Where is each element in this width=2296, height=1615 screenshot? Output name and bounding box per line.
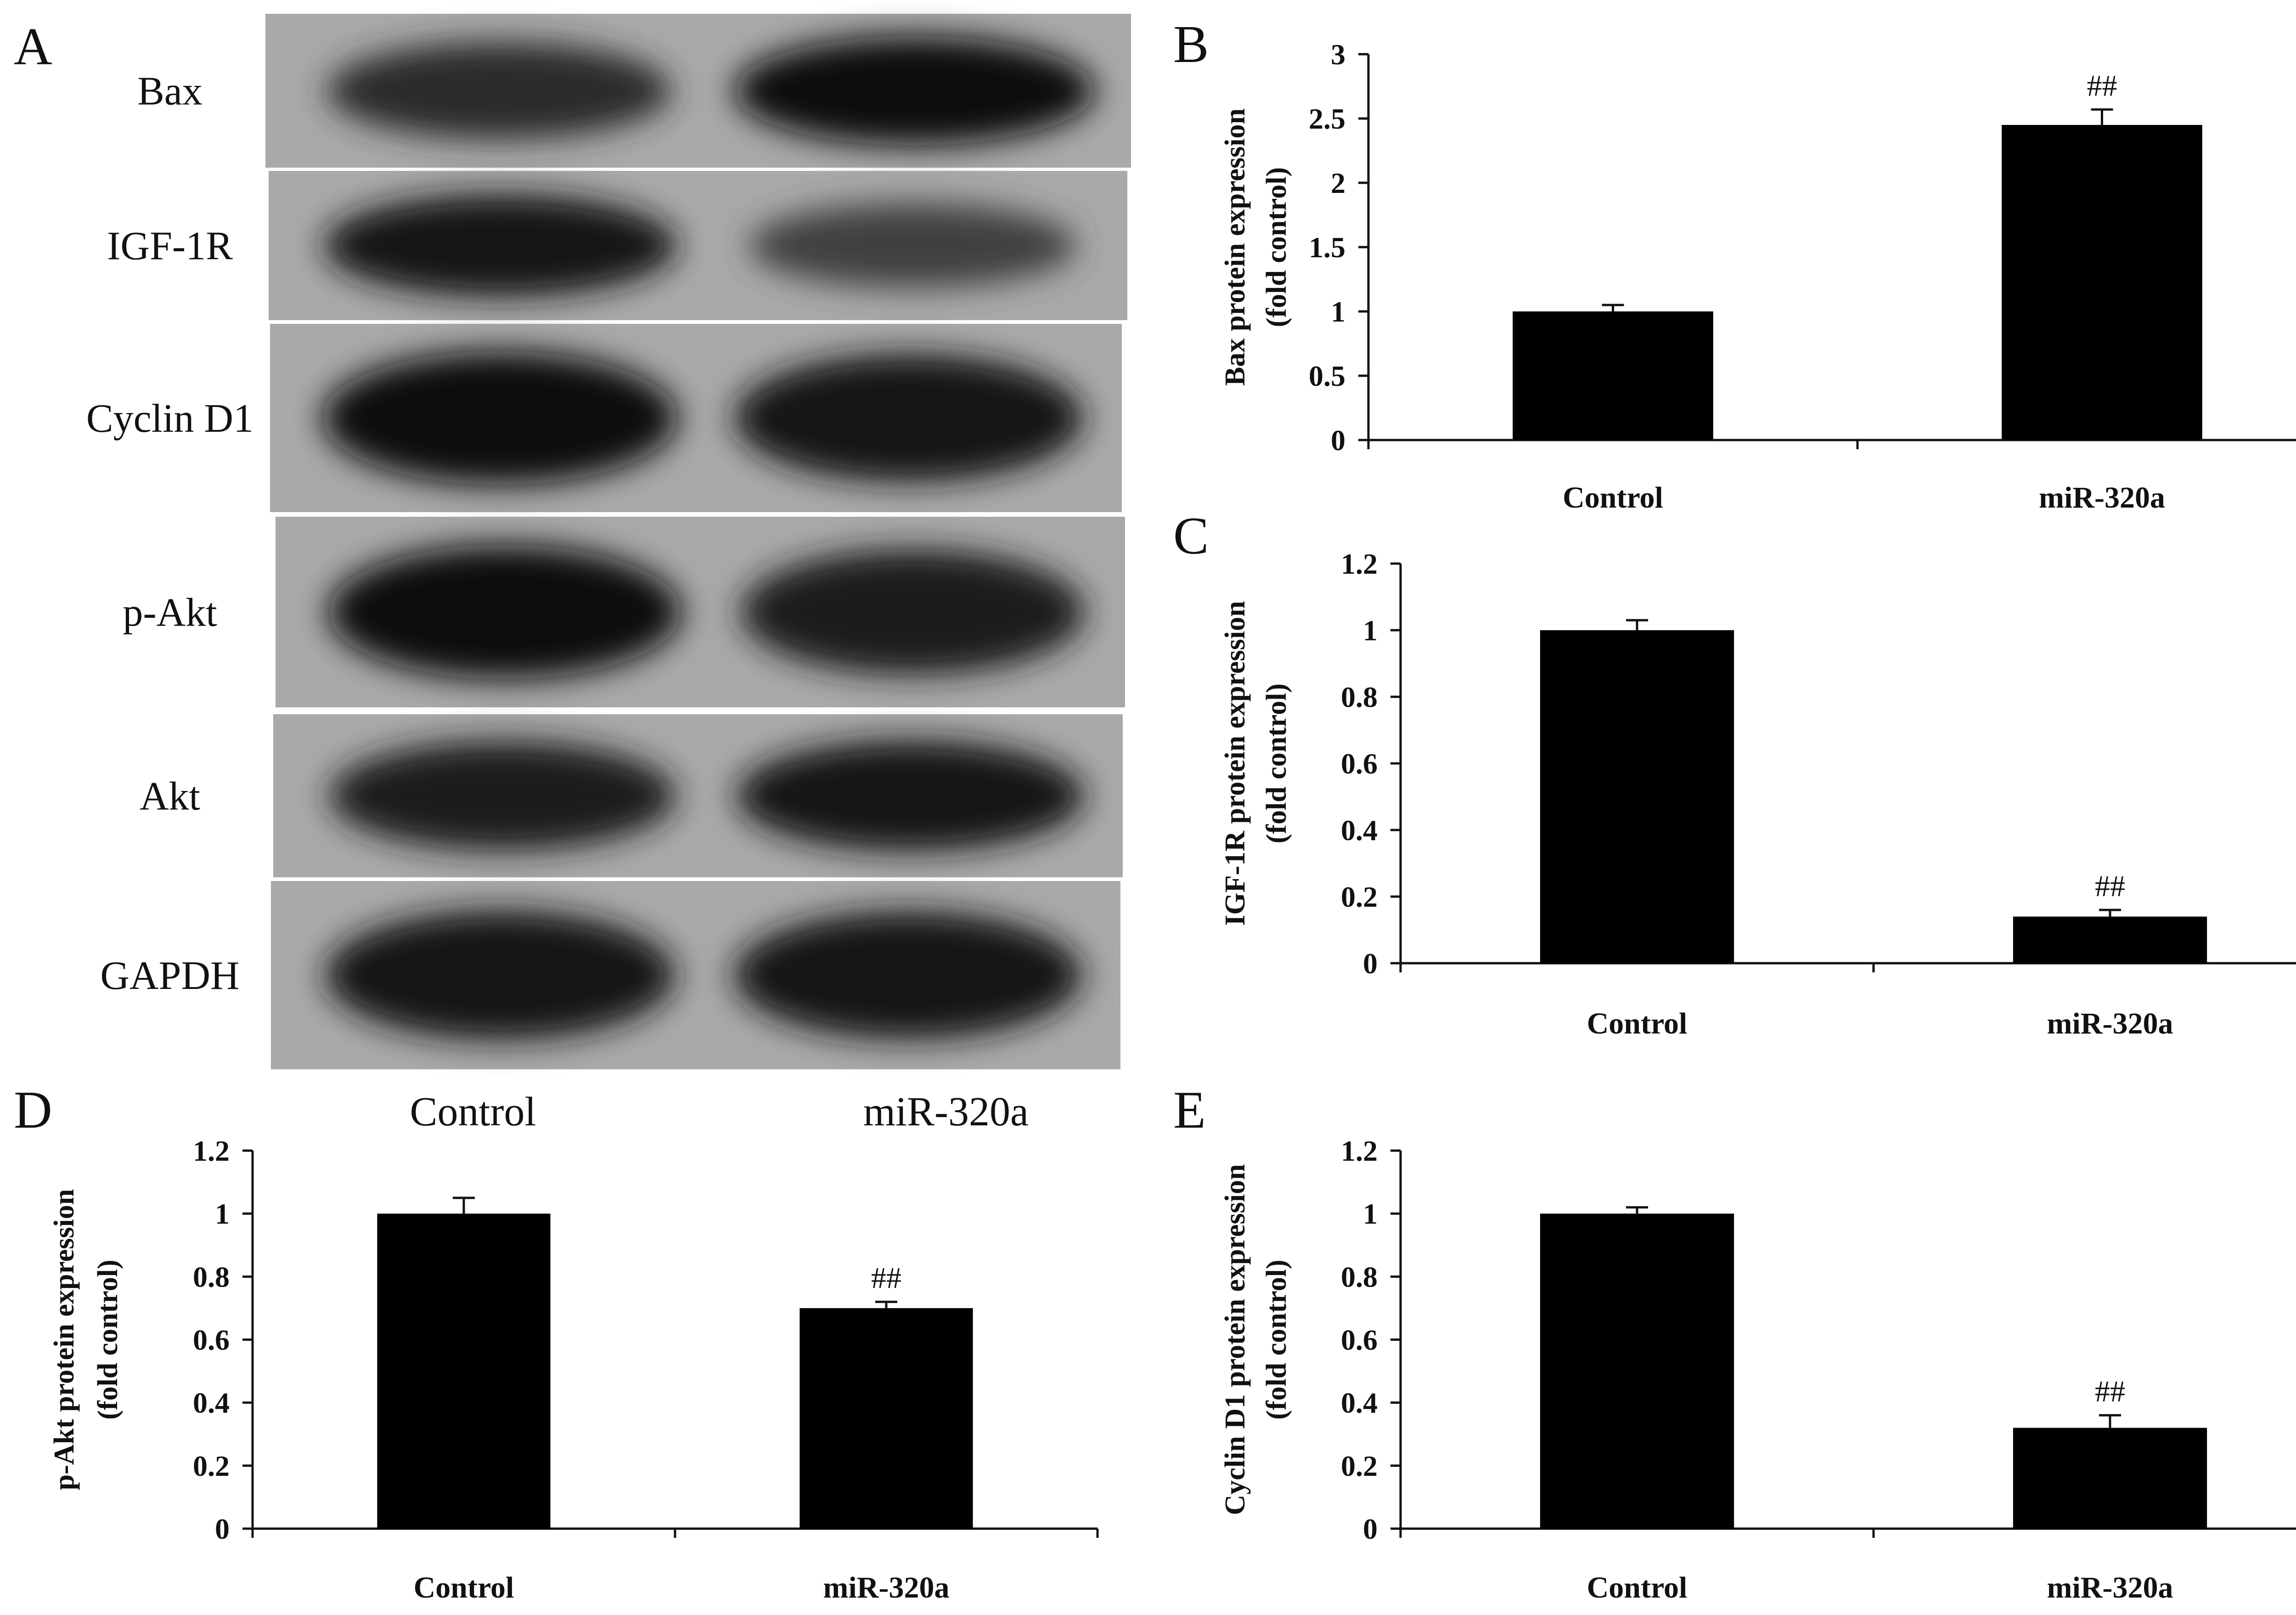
panel-letter-a: A xyxy=(14,17,52,76)
blot-band-control xyxy=(322,351,678,485)
category-label-control: Control xyxy=(1563,481,1663,514)
blot-row-cyclin-d1: Cyclin D1 xyxy=(86,324,1122,512)
bar-control xyxy=(1540,1214,1734,1529)
y-tick-label: 0.5 xyxy=(1309,360,1345,392)
panel-letter-b: B xyxy=(1173,15,1209,74)
y-tick-label: 0.4 xyxy=(1341,1387,1378,1419)
category-label-mir-320a: miR-320a xyxy=(823,1571,950,1604)
significance-label: ## xyxy=(2095,870,2125,903)
blot-row-igf-1r: IGF-1R xyxy=(107,171,1127,320)
y-axis-label: Cyclin D1 protein expression xyxy=(1220,1164,1251,1515)
y-tick-label: 1 xyxy=(1363,614,1378,647)
y-tick-label: 0.8 xyxy=(193,1260,230,1293)
bar-mir-320a xyxy=(2013,916,2207,963)
y-axis-label: IGF-1R protein expression xyxy=(1220,601,1251,926)
blot-row-gapdh: GAPDH xyxy=(100,881,1120,1069)
category-label-control: Control xyxy=(414,1571,514,1604)
category-label-mir-320a: miR-320a xyxy=(2039,481,2165,514)
y-axis-label: (fold control) xyxy=(1261,167,1292,327)
category-label-mir-320a: miR-320a xyxy=(2047,1007,2173,1040)
blot-label: Cyclin D1 xyxy=(86,396,253,441)
y-tick-label: 0.2 xyxy=(193,1450,230,1482)
blot-band-mir-320a xyxy=(734,354,1084,482)
y-axis-label: p-Akt protein expression xyxy=(49,1189,80,1491)
blot-label: GAPDH xyxy=(100,954,239,998)
y-tick-label: 1.5 xyxy=(1309,231,1345,264)
bar-control xyxy=(377,1214,551,1529)
y-tick-label: 1 xyxy=(1331,295,1345,328)
y-tick-label: 0.8 xyxy=(1341,681,1378,713)
y-tick-label: 1.2 xyxy=(193,1135,230,1167)
panel-letter-d: D xyxy=(14,1081,52,1140)
blot-label: Akt xyxy=(140,774,200,819)
y-tick-label: 0.4 xyxy=(193,1387,230,1419)
blot-band-mir-320a xyxy=(740,549,1085,675)
category-label-mir-320a: miR-320a xyxy=(2047,1571,2173,1604)
significance-label: ## xyxy=(2095,1375,2125,1408)
y-tick-label: 0 xyxy=(1331,424,1345,457)
y-axis-label: Bax protein expression xyxy=(1220,108,1251,386)
blot-row-p-akt: p-Akt xyxy=(123,517,1125,707)
blot-row-bax: Bax xyxy=(137,14,1131,168)
panel-letter-c: C xyxy=(1173,507,1209,565)
bar-mir-320a xyxy=(2002,125,2202,440)
y-tick-label: 0 xyxy=(1363,1513,1378,1545)
bar-mir-320a xyxy=(799,1308,973,1529)
y-axis-label: (fold control) xyxy=(1261,683,1292,843)
blot-label: IGF-1R xyxy=(107,224,233,269)
y-tick-label: 2.5 xyxy=(1309,102,1345,135)
y-tick-label: 0.4 xyxy=(1341,814,1378,847)
bar-mir-320a xyxy=(2013,1428,2207,1529)
y-tick-label: 0.8 xyxy=(1341,1260,1378,1293)
panel-e-cyclind1-chart: E 0 0.2 0.4 0.6 0.8 1 1.2 Control ## miR-320a Cycli… xyxy=(1173,1081,2296,1604)
blot-label: p-Akt xyxy=(123,591,217,635)
blot-label: Bax xyxy=(137,69,203,114)
y-axis-label: (fold control) xyxy=(1261,1259,1292,1419)
y-tick-label: 1 xyxy=(1363,1197,1378,1230)
significance-label: ## xyxy=(2087,69,2117,102)
y-axis-label: (fold control) xyxy=(92,1259,124,1419)
category-label-control: Control xyxy=(1587,1571,1688,1604)
blot-band-mir-320a xyxy=(736,740,1085,852)
blot-band-mir-320a xyxy=(748,203,1077,288)
panel-letter-e: E xyxy=(1173,1081,1206,1140)
bar-control xyxy=(1540,630,1734,963)
y-tick-label: 0.2 xyxy=(1341,1450,1378,1482)
blot-band-mir-320a xyxy=(734,911,1082,1039)
y-tick-label: 0.6 xyxy=(193,1324,230,1356)
y-tick-label: 0 xyxy=(215,1513,230,1545)
y-tick-label: 1.2 xyxy=(1341,1135,1378,1167)
panel-d-pakt-chart: D 0 0.2 0.4 0.6 0.8 1 1.2 Control ## miR-320a p-Akt… xyxy=(14,1081,1099,1604)
blot-band-control xyxy=(323,194,678,297)
blot-band-control xyxy=(325,910,675,1040)
blot-band-control xyxy=(329,741,676,851)
y-tick-label: 0 xyxy=(1363,947,1378,980)
y-tick-label: 0.2 xyxy=(1341,881,1378,913)
blot-band-mir-320a xyxy=(734,36,1095,146)
panel-a-western-blot: A Bax IGF-1R Cyclin D1 p-Akt Akt GAPDH Contro… xyxy=(14,14,1131,1135)
blot-band-control xyxy=(328,545,682,679)
blot-band-control xyxy=(326,42,672,140)
y-tick-label: 1 xyxy=(215,1197,230,1230)
blot-row-akt: Akt xyxy=(140,714,1123,877)
lane-label-control: Control xyxy=(410,1089,536,1135)
y-tick-label: 3 xyxy=(1331,38,1345,71)
y-tick-label: 1.2 xyxy=(1341,548,1378,580)
panel-c-igf1r-chart: C 0 0.2 0.4 0.6 0.8 1 1.2 Control ## miR-320a IGF-1… xyxy=(1173,507,2296,1040)
bar-control xyxy=(1513,311,1713,440)
y-tick-label: 0.6 xyxy=(1341,747,1378,780)
category-label-control: Control xyxy=(1587,1007,1688,1040)
lane-label-mir-320a: miR-320a xyxy=(863,1089,1029,1135)
panel-b-bax-chart: B 0 0.5 1 1.5 2 2.5 3 Control ## miR-320a Bax prote… xyxy=(1173,15,2296,514)
significance-label: ## xyxy=(871,1261,901,1295)
y-tick-label: 2 xyxy=(1331,167,1345,199)
y-tick-label: 0.6 xyxy=(1341,1324,1378,1356)
